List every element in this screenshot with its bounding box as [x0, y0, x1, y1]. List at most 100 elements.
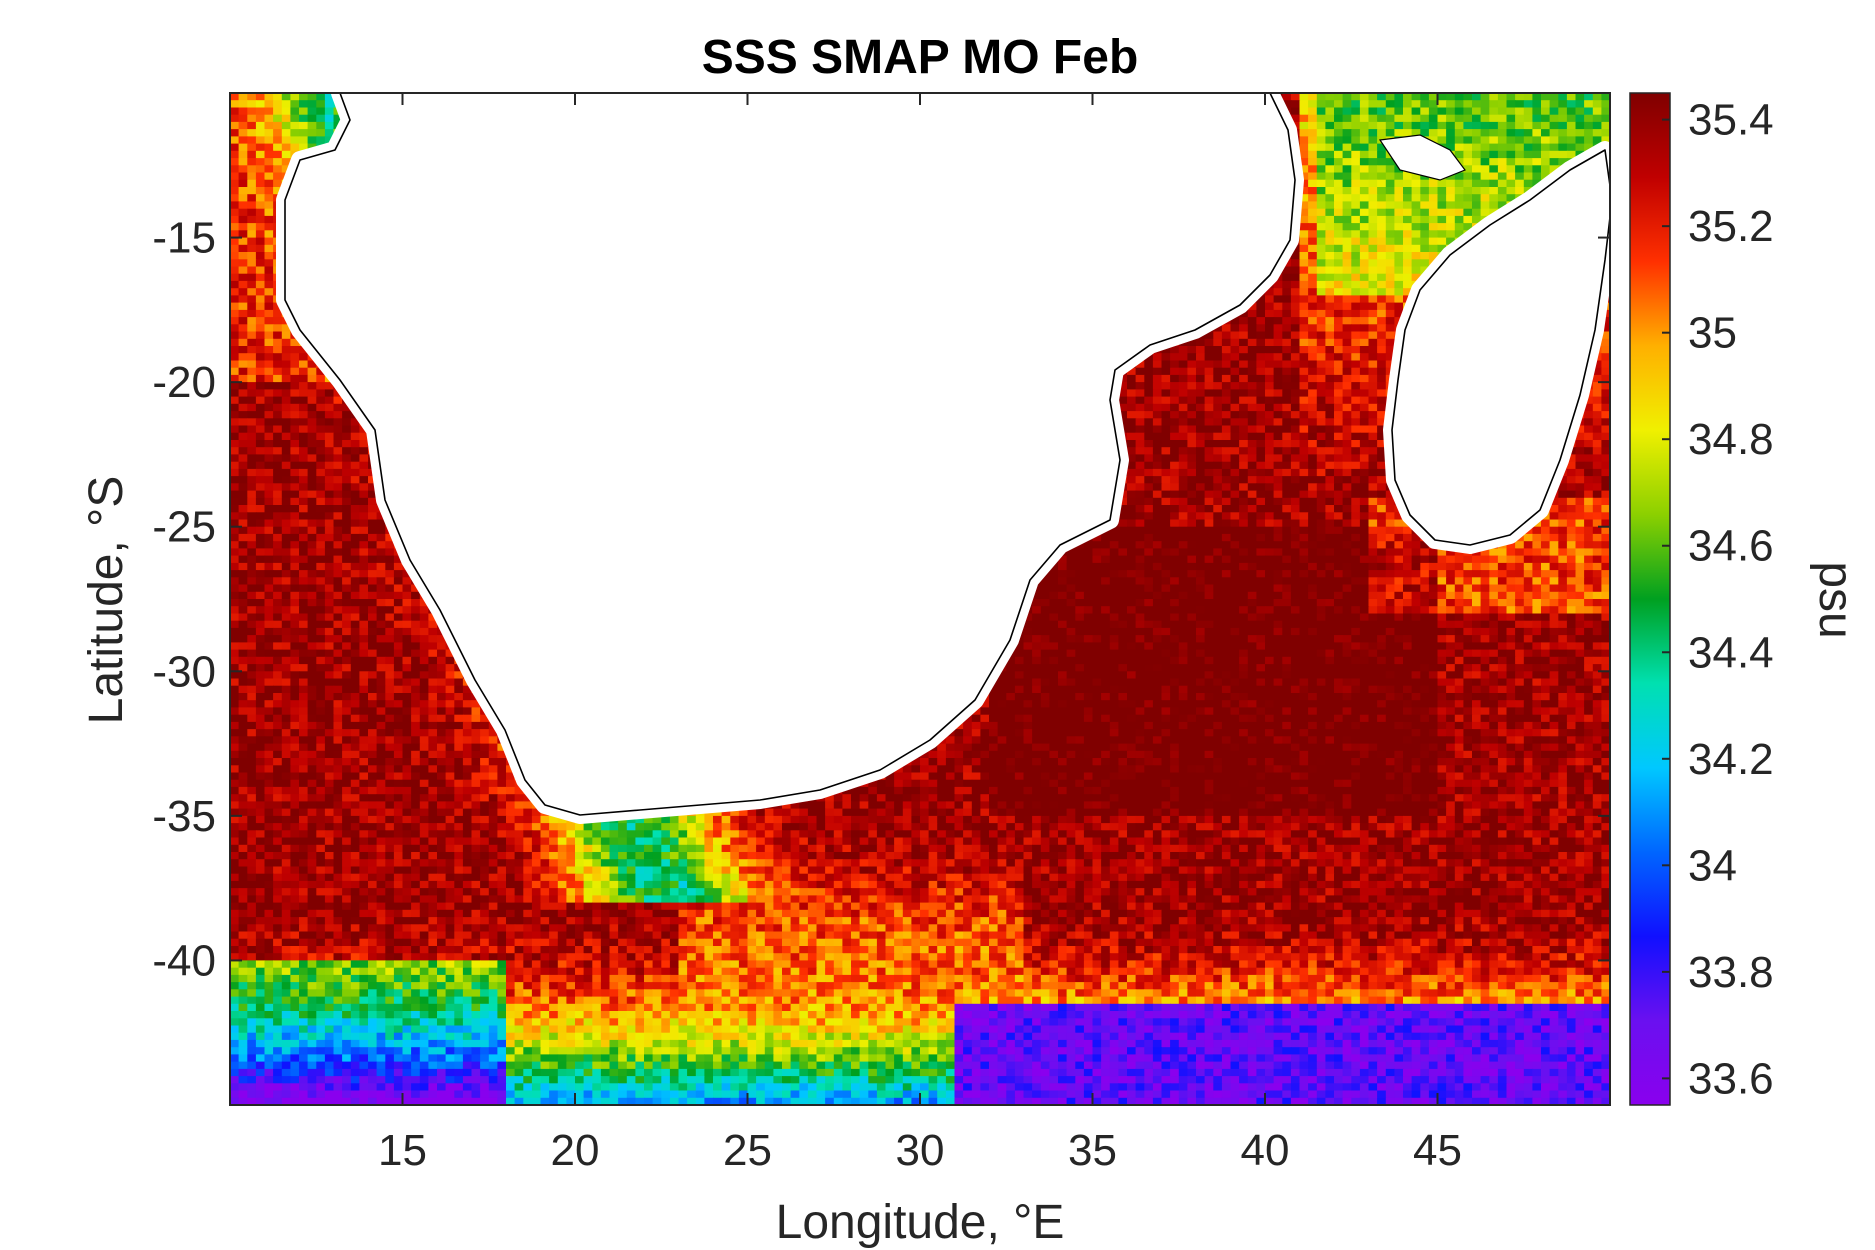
- salinity-cell: [1342, 158, 1352, 166]
- salinity-cell: [1368, 215, 1378, 224]
- salinity-cell: [1446, 100, 1456, 109]
- salinity-cell: [1584, 93, 1594, 101]
- salinity-cell: [1394, 230, 1404, 239]
- salinity-cell: [1334, 273, 1344, 282]
- salinity-cell: [1403, 237, 1413, 246]
- salinity-cell: [264, 295, 274, 304]
- salinity-cell: [1359, 107, 1370, 116]
- salinity-cell: [264, 172, 274, 181]
- salinity-cell: [1385, 100, 1396, 109]
- salinity-cell: [238, 121, 248, 130]
- salinity-cell: [281, 114, 292, 123]
- salinity-cell: [1290, 273, 1301, 282]
- salinity-cell: [1325, 143, 1335, 152]
- salinity-cell: [1463, 100, 1473, 109]
- salinity-cell: [1428, 244, 1439, 253]
- salinity-cell: [1497, 136, 1508, 145]
- salinity-cell: [1497, 172, 1508, 181]
- salinity-cell: [1308, 107, 1318, 116]
- salinity-cell: [1601, 100, 1610, 109]
- salinity-cell: [1446, 93, 1456, 101]
- salinity-cell: [1420, 237, 1430, 246]
- salinity-cell: [1299, 252, 1309, 260]
- salinity-cell: [1239, 309, 1249, 318]
- salinity-cell: [1342, 129, 1352, 137]
- salinity-cell: [1541, 143, 1551, 152]
- salinity-cell: [1351, 273, 1361, 282]
- salinity-cell: [1334, 107, 1344, 116]
- salinity-cell: [290, 121, 300, 130]
- salinity-cell: [1351, 194, 1361, 203]
- salinity-cell: [247, 237, 257, 246]
- salinity-cell: [1359, 136, 1370, 145]
- salinity-cell: [299, 136, 309, 145]
- salinity-cell: [1403, 280, 1413, 289]
- salinity-cell: [1385, 215, 1396, 224]
- salinity-cell: [1247, 309, 1258, 318]
- salinity-cell: [1342, 223, 1352, 231]
- salinity-cell: [1282, 280, 1292, 289]
- salinity-cell: [1385, 259, 1396, 268]
- salinity-cell: [281, 129, 292, 137]
- salinity-cell: [1334, 215, 1344, 224]
- salinity-cell: [1377, 223, 1387, 231]
- salinity-cell: [1420, 208, 1430, 217]
- salinity-cell: [1472, 136, 1482, 145]
- salinity-cell: [1403, 172, 1413, 181]
- salinity-cell: [1316, 165, 1327, 174]
- salinity-cell: [264, 288, 274, 297]
- salinity-cell: [1601, 114, 1610, 123]
- salinity-cell: [247, 288, 257, 297]
- salinity-cell: [255, 302, 266, 311]
- salinity-cell: [1437, 215, 1447, 224]
- salinity-cell: [238, 158, 248, 166]
- salinity-cell: [1575, 114, 1585, 123]
- salinity-cell: [1394, 288, 1404, 297]
- salinity-cell: [1308, 165, 1318, 174]
- salinity-cell: [1463, 172, 1473, 181]
- salinity-cell: [1308, 208, 1318, 217]
- salinity-cell: [1411, 244, 1421, 253]
- salinity-cell: [1411, 107, 1421, 116]
- salinity-cell: [1273, 309, 1283, 318]
- salinity-cell: [1403, 179, 1413, 188]
- salinity-cell: [1523, 136, 1534, 145]
- salinity-cell: [1316, 187, 1327, 195]
- salinity-cell: [1420, 223, 1430, 231]
- salinity-cell: [1558, 100, 1568, 109]
- salinity-cell: [1299, 295, 1309, 304]
- salinity-cell: [1308, 143, 1318, 152]
- salinity-cell: [1472, 208, 1482, 217]
- salinity-cell: [1454, 208, 1465, 217]
- salinity-cell: [1420, 187, 1430, 195]
- salinity-cell: [1506, 107, 1516, 116]
- salinity-cell: [1385, 121, 1396, 130]
- salinity-cell: [1385, 223, 1396, 231]
- salinity-cell: [1497, 187, 1508, 195]
- salinity-cell: [1359, 187, 1370, 195]
- salinity-cell: [1359, 302, 1370, 311]
- salinity-cell: [316, 93, 326, 101]
- salinity-cell: [1411, 187, 1421, 195]
- salinity-cell: [1316, 93, 1327, 101]
- salinity-cell: [1480, 208, 1490, 217]
- salinity-cell: [1359, 158, 1370, 166]
- salinity-cell: [1428, 223, 1439, 231]
- salinity-cell: [1385, 158, 1396, 166]
- salinity-cell: [1308, 194, 1318, 203]
- salinity-cell: [1316, 194, 1327, 203]
- salinity-cell: [1308, 280, 1318, 289]
- salinity-cell: [1558, 129, 1568, 137]
- salinity-cell: [1463, 215, 1473, 224]
- salinity-cell: [1420, 107, 1430, 116]
- salinity-cell: [1385, 93, 1396, 101]
- salinity-cell: [1385, 179, 1396, 188]
- salinity-cell: [255, 136, 266, 145]
- salinity-cell: [1359, 208, 1370, 217]
- salinity-cell: [264, 107, 274, 116]
- salinity-cell: [1523, 93, 1534, 101]
- salinity-cell: [1316, 223, 1327, 231]
- salinity-cell: [1385, 114, 1396, 123]
- salinity-cell: [1368, 93, 1378, 101]
- salinity-cell: [238, 201, 248, 210]
